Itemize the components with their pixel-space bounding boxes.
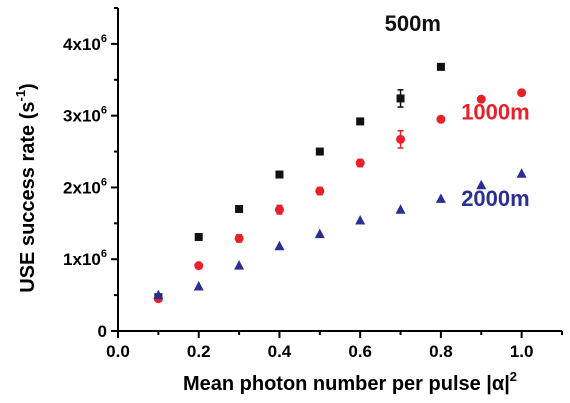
series-labels: 500m 1000m 2000m [385, 11, 530, 211]
y-tick-label: 1x106 [63, 248, 107, 269]
y-tick-label: 0 [98, 322, 107, 341]
y-tick-label: 2x106 [63, 176, 107, 197]
data-point [355, 158, 365, 168]
data-point [517, 88, 527, 98]
series-label-500m: 500m [385, 11, 441, 36]
data-point [234, 260, 245, 270]
data-point [234, 233, 244, 243]
series-label-1000m: 1000m [461, 99, 530, 124]
y-tick-labels: 0 1x106 2x106 3x106 4x106 [63, 33, 107, 341]
data-point [274, 240, 285, 251]
x-tick-label: 0.2 [187, 342, 211, 361]
x-tick-labels: 0.0 0.2 0.4 0.6 0.8 1.0 [106, 342, 533, 361]
x-tick-label: 1.0 [510, 342, 534, 361]
x-axis-title: Mean photon number per pulse |α|2 [183, 369, 517, 395]
y-axis-title: USE success rate (s-1) [13, 83, 39, 292]
data-point [235, 204, 244, 213]
data-markers [153, 62, 527, 304]
x-tick-label: 0.0 [106, 342, 130, 361]
data-point [315, 147, 324, 156]
data-point [396, 94, 405, 103]
y-tick-label: 3x106 [63, 105, 107, 126]
axes [111, 7, 563, 338]
data-point [274, 205, 284, 215]
data-point [516, 168, 527, 178]
data-point [355, 214, 366, 225]
data-point [315, 186, 325, 196]
data-point [395, 204, 406, 214]
data-point [476, 94, 486, 104]
x-tick-label: 0.4 [268, 342, 292, 361]
data-point [436, 62, 445, 71]
series-label-2000m: 2000m [461, 186, 530, 211]
data-point [396, 134, 406, 144]
data-point [153, 289, 164, 300]
data-point [356, 117, 365, 126]
data-point [476, 179, 487, 190]
x-tick-label: 0.8 [429, 342, 453, 361]
data-point [314, 228, 325, 239]
series-2000m [153, 168, 527, 300]
x-tick-label: 0.6 [348, 342, 372, 361]
data-point [193, 280, 204, 291]
data-point [194, 232, 203, 241]
y-tick-label: 4x106 [63, 33, 107, 54]
data-point [194, 261, 204, 271]
data-point [436, 114, 446, 124]
data-point [435, 193, 446, 203]
data-point [275, 170, 284, 179]
